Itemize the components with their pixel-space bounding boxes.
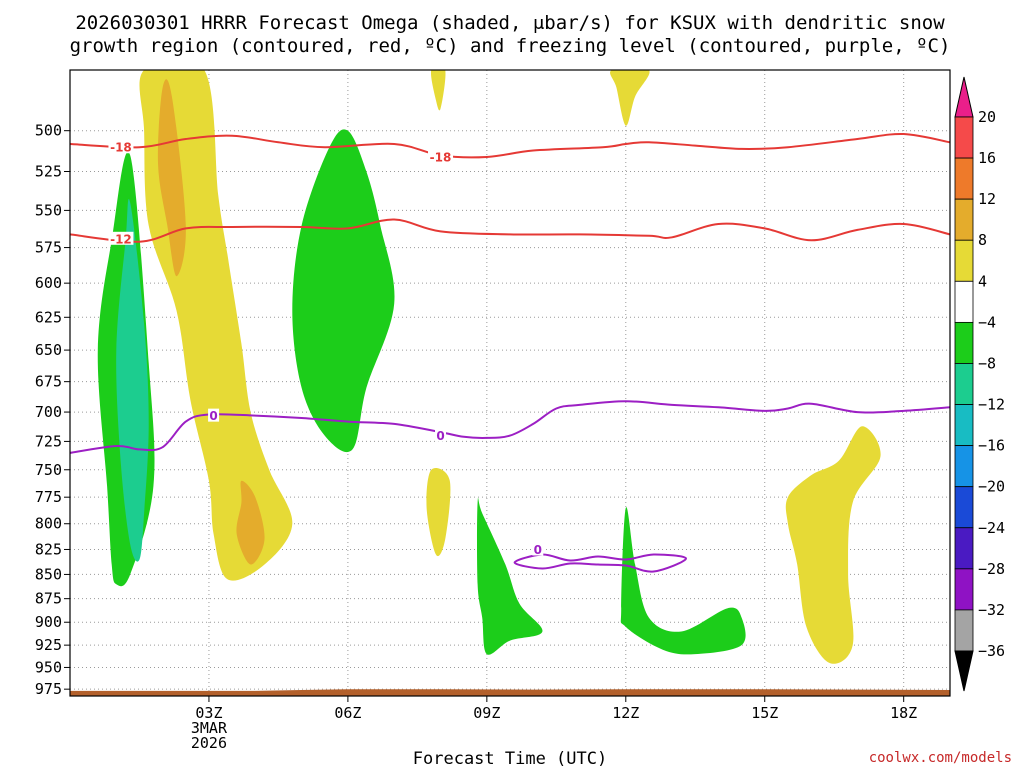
terrain-fill: [70, 689, 950, 696]
freezing-level-contour-label-bg: [435, 428, 447, 442]
temperature-contours: [70, 132, 950, 573]
colorbar-label: −36: [978, 642, 1005, 660]
y-axis: 500 525 550 575 600 625 650 675 700 725 750 775 800 8…: [35, 122, 70, 698]
y-tick-label: 975: [35, 680, 62, 698]
freezing-level-contour-label: 0: [534, 543, 542, 557]
credit-text: coolwx.com/models: [869, 750, 1012, 766]
y-tick-label: 600: [35, 274, 62, 292]
omega-region: [477, 497, 543, 655]
colorbar-swatch: [954, 404, 974, 447]
freezing-level-contour-label: 0: [436, 429, 444, 443]
y-tick-label: 950: [35, 658, 62, 676]
omega-region: [430, 70, 446, 111]
contour-labels: -18 -18 -12 0 0 0: [108, 140, 544, 557]
colorbar-label: 20: [978, 108, 996, 126]
omega-region: [236, 480, 265, 565]
freezing-level-contour: [70, 400, 950, 454]
y-tick-label: 575: [35, 239, 62, 257]
colorbar-swatch: [954, 116, 974, 159]
omega-region: [610, 70, 650, 126]
dgz-contour-label-bg: [108, 231, 134, 245]
plot-frame: [69, 69, 951, 697]
colorbar-label: −20: [978, 478, 1005, 496]
dgz-contour: [70, 218, 950, 243]
colorbar-label: 12: [978, 190, 996, 208]
y-tick-label: 650: [35, 341, 62, 359]
dgz-contour-label-bg: [108, 140, 134, 154]
y-tick-label: 800: [35, 515, 62, 533]
y-tick-label: 900: [35, 613, 62, 631]
x-tick-date: 3MAR: [191, 719, 228, 737]
y-tick-label: 775: [35, 488, 62, 506]
colorbar-swatch: [954, 568, 974, 611]
dgz-contour-label: -12: [110, 232, 132, 246]
x-tick-label: 15Z: [751, 704, 778, 722]
y-tick-label: 700: [35, 403, 62, 421]
y-tick-label: 725: [35, 432, 62, 450]
dgz-contour-label: -18: [110, 141, 132, 155]
colorbar-label: −8: [978, 354, 996, 372]
colorbar-swatch: [954, 486, 974, 529]
colorbar-label: −16: [978, 437, 1005, 455]
dgz-contour-label: -18: [430, 151, 452, 165]
dgz-contour-label-bg: [428, 150, 454, 164]
omega-region: [157, 79, 186, 277]
colorbar-label: −4: [978, 313, 996, 331]
omega-shading: [97, 70, 881, 664]
colorbar-swatch: [954, 445, 974, 488]
colorbar-swatch: [954, 609, 974, 652]
y-tick-label: 550: [35, 201, 62, 219]
colorbar-top-cap: [954, 76, 974, 118]
y-tick-label: 675: [35, 373, 62, 391]
colorbar: 20 16 12 8 4 −4 −8 −12 −16 −20 −24 −28 −32 −36: [954, 76, 1005, 692]
colorbar-swatch: [954, 280, 974, 323]
omega-region: [292, 129, 395, 453]
colorbar-label: 8: [978, 231, 987, 249]
colorbar-label: −24: [978, 519, 1005, 537]
freezing-level-contour-label: 0: [209, 409, 217, 423]
x-axis-title: Forecast Time (UTC): [413, 749, 607, 768]
colorbar-swatch: [954, 363, 974, 405]
colorbar-label: −12: [978, 396, 1005, 414]
x-tick-year: 2026: [191, 734, 227, 752]
colorbar-swatch: [954, 527, 974, 570]
x-tick-label: 09Z: [473, 704, 500, 722]
freezing-level-contour: [513, 553, 688, 573]
colorbar-bottom-cap: [954, 650, 974, 692]
colorbar-swatch: [954, 239, 974, 282]
y-tick-label: 875: [35, 590, 62, 608]
freezing-level-contour-label-bg: [532, 542, 544, 556]
y-tick-label: 750: [35, 461, 62, 479]
freezing-level-contour-label-bg: [208, 408, 220, 422]
y-tick-label: 850: [35, 565, 62, 583]
dgz-contour: [70, 132, 950, 159]
x-tick-label: 06Z: [334, 704, 361, 722]
x-tick-label: 03Z: [195, 704, 222, 722]
colorbar-label: −32: [978, 601, 1005, 619]
x-tick-label: 18Z: [890, 704, 917, 722]
omega-region: [426, 467, 451, 557]
y-tick-label: 500: [35, 122, 62, 140]
colorbar-swatch: [954, 157, 974, 200]
y-tick-label: 925: [35, 636, 62, 654]
chart-title-line1: 2026030301 HRRR Forecast Omega (shaded, …: [75, 12, 945, 34]
y-tick-label: 825: [35, 540, 62, 558]
colorbar-swatch: [954, 321, 974, 364]
colorbar-label: 16: [978, 149, 996, 167]
omega-region: [116, 198, 149, 562]
x-tick-label: 12Z: [612, 704, 639, 722]
omega-region: [785, 426, 881, 664]
y-tick-label: 525: [35, 162, 62, 180]
colorbar-label: −28: [978, 560, 1005, 578]
omega-region: [620, 507, 746, 655]
colorbar-label: 4: [978, 272, 987, 290]
terrain: [70, 689, 950, 696]
chart-title-line2: growth region (contoured, red, ºC) and f…: [70, 35, 951, 57]
colorbar-swatch: [954, 198, 974, 241]
y-tick-label: 625: [35, 308, 62, 326]
